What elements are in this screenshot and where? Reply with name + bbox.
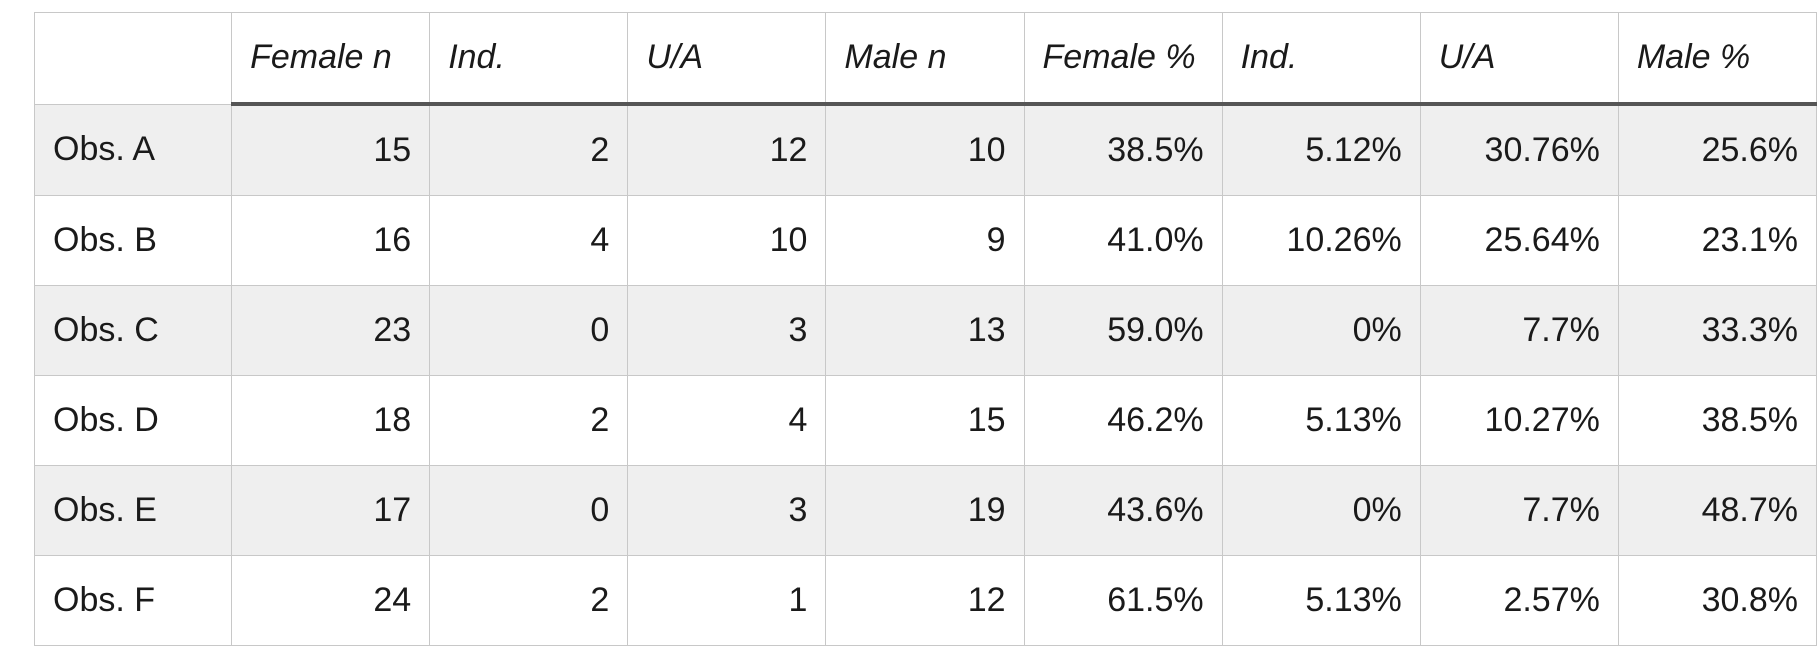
cell-ua-pct: 7.7% xyxy=(1419,285,1619,376)
cell-ua-pct: 30.76% xyxy=(1419,103,1619,196)
cell-ind-count: 4 xyxy=(429,195,629,286)
row-label: Obs. A xyxy=(33,103,233,196)
cell-ind-count: 2 xyxy=(429,555,629,646)
header-cell-male-pct: Male % xyxy=(1617,12,1817,106)
cell-male-pct: 30.8% xyxy=(1617,555,1817,646)
cell-ua-count: 3 xyxy=(627,285,827,376)
header-cell-ua-count: U/A xyxy=(627,12,827,106)
header-cell-female-pct: Female % xyxy=(1023,12,1223,106)
table-body: Obs. A 15 2 12 10 38.5% 5.12% 30.76% 25.… xyxy=(33,103,1817,646)
cell-female-pct: 61.5% xyxy=(1023,555,1223,646)
cell-female-n: 17 xyxy=(231,465,431,556)
cell-ind-pct: 5.12% xyxy=(1221,103,1421,196)
cell-ua-count: 1 xyxy=(627,555,827,646)
cell-female-n: 23 xyxy=(231,285,431,376)
cell-ua-count: 4 xyxy=(627,375,827,466)
table-row: Obs. C 23 0 3 13 59.0% 0% 7.7% 33.3% xyxy=(33,285,1817,376)
row-label: Obs. D xyxy=(33,375,233,466)
cell-ind-pct: 0% xyxy=(1221,285,1421,376)
table-row: Obs. F 24 2 1 12 61.5% 5.13% 2.57% 30.8% xyxy=(33,555,1817,646)
cell-female-n: 24 xyxy=(231,555,431,646)
cell-ind-pct: 10.26% xyxy=(1221,195,1421,286)
cell-male-n: 9 xyxy=(825,195,1025,286)
header-cell-male-n: Male n xyxy=(825,12,1025,106)
cell-male-n: 19 xyxy=(825,465,1025,556)
cell-male-pct: 23.1% xyxy=(1617,195,1817,286)
header-cell-ind-count: Ind. xyxy=(429,12,629,106)
cell-male-pct: 38.5% xyxy=(1617,375,1817,466)
cell-female-n: 18 xyxy=(231,375,431,466)
header-cell-ua-pct: U/A xyxy=(1419,12,1619,106)
cell-male-pct: 48.7% xyxy=(1617,465,1817,556)
cell-ind-pct: 5.13% xyxy=(1221,375,1421,466)
cell-male-n: 10 xyxy=(825,103,1025,196)
header-row: Female n Ind. U/A Male n Female % Ind. U… xyxy=(33,12,1817,106)
cell-male-n: 15 xyxy=(825,375,1025,466)
data-table: Female n Ind. U/A Male n Female % Ind. U… xyxy=(33,12,1817,646)
cell-male-pct: 25.6% xyxy=(1617,103,1817,196)
cell-ind-pct: 5.13% xyxy=(1221,555,1421,646)
cell-female-n: 15 xyxy=(231,103,431,196)
table-row: Obs. E 17 0 3 19 43.6% 0% 7.7% 48.7% xyxy=(33,465,1817,556)
cell-ua-count: 12 xyxy=(627,103,827,196)
table-header: Female n Ind. U/A Male n Female % Ind. U… xyxy=(33,12,1817,106)
cell-ua-pct: 2.57% xyxy=(1419,555,1619,646)
row-label: Obs. B xyxy=(33,195,233,286)
cell-female-pct: 46.2% xyxy=(1023,375,1223,466)
cell-ind-count: 2 xyxy=(429,103,629,196)
cell-ind-pct: 0% xyxy=(1221,465,1421,556)
cell-ind-count: 2 xyxy=(429,375,629,466)
cell-ua-count: 10 xyxy=(627,195,827,286)
cell-male-pct: 33.3% xyxy=(1617,285,1817,376)
cell-female-pct: 59.0% xyxy=(1023,285,1223,376)
cell-female-pct: 41.0% xyxy=(1023,195,1223,286)
cell-male-n: 12 xyxy=(825,555,1025,646)
row-label: Obs. C xyxy=(33,285,233,376)
table-row: Obs. A 15 2 12 10 38.5% 5.12% 30.76% 25.… xyxy=(33,103,1817,196)
cell-female-pct: 38.5% xyxy=(1023,103,1223,196)
header-cell-ind-pct: Ind. xyxy=(1221,12,1421,106)
cell-ind-count: 0 xyxy=(429,465,629,556)
cell-female-n: 16 xyxy=(231,195,431,286)
cell-male-n: 13 xyxy=(825,285,1025,376)
cell-ua-pct: 7.7% xyxy=(1419,465,1619,556)
cell-ua-count: 3 xyxy=(627,465,827,556)
header-cell-corner xyxy=(33,12,233,105)
cell-ua-pct: 10.27% xyxy=(1419,375,1619,466)
table-row: Obs. B 16 4 10 9 41.0% 10.26% 25.64% 23.… xyxy=(33,195,1817,286)
cell-ind-count: 0 xyxy=(429,285,629,376)
cell-female-pct: 43.6% xyxy=(1023,465,1223,556)
cell-ua-pct: 25.64% xyxy=(1419,195,1619,286)
row-label: Obs. E xyxy=(33,465,233,556)
table-row: Obs. D 18 2 4 15 46.2% 5.13% 10.27% 38.5… xyxy=(33,375,1817,466)
row-label: Obs. F xyxy=(33,555,233,646)
header-cell-female-n: Female n xyxy=(231,12,431,106)
